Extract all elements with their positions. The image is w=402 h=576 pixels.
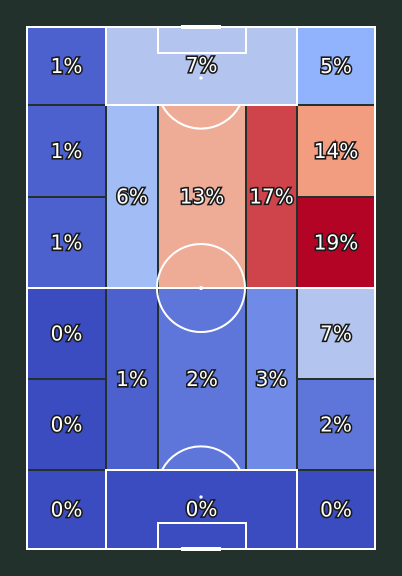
zone-label-z08: 14% [314,139,358,163]
zone-label-z04: 1% [51,139,83,163]
zone-label-z13: 2% [186,367,218,391]
zone-label-z17: 2% [320,413,352,437]
top-penalty-arc [161,104,241,130]
zone-label-z03: 5% [320,54,352,78]
zone-label-z05: 6% [116,185,148,209]
center-spot [199,286,203,290]
zone-z03 [296,26,376,106]
zone-label-z18: 0% [51,498,83,522]
zone-label-z14: 3% [256,367,288,391]
zone-label-z01: 1% [51,54,83,78]
zone-label-z15: 7% [320,322,352,346]
zone-label-z12: 1% [116,367,148,391]
zone-label-layer: 1% 7% 5% 1% 6% 13% 17% 14% 1% 19% 0% 1% 2% 3% 7% 0% 2% 0%… [49,51,360,523]
top-penalty-spot [199,76,203,80]
pitch-markings [26,25,376,551]
center-circle [156,243,246,333]
zone-z01 [26,26,107,106]
zone-z08 [296,104,376,198]
zone-label-z09: 1% [51,231,83,255]
bottom-penalty-arc [161,445,241,471]
zone-layer [26,26,376,550]
zone-z10 [296,196,376,289]
zone-label-z11: 0% [51,322,83,346]
zone-z13 [157,287,247,471]
bottom-penalty-spot [199,495,203,499]
pitch-spots [199,76,203,499]
zone-z12 [105,287,159,471]
zone-label-z02: 7% [186,53,218,77]
zone-label-z07: 17% [249,185,293,209]
zone-label-z10: 19% [314,231,358,255]
zone-z15 [296,287,376,380]
zone-z17 [296,378,376,471]
zone-label-z20: 0% [320,498,352,522]
zone-label-z16: 0% [51,413,83,437]
zone-label-z06: 13% [180,185,224,209]
zone-label-z19: 0% [186,497,218,521]
zone-z18 [26,469,107,550]
